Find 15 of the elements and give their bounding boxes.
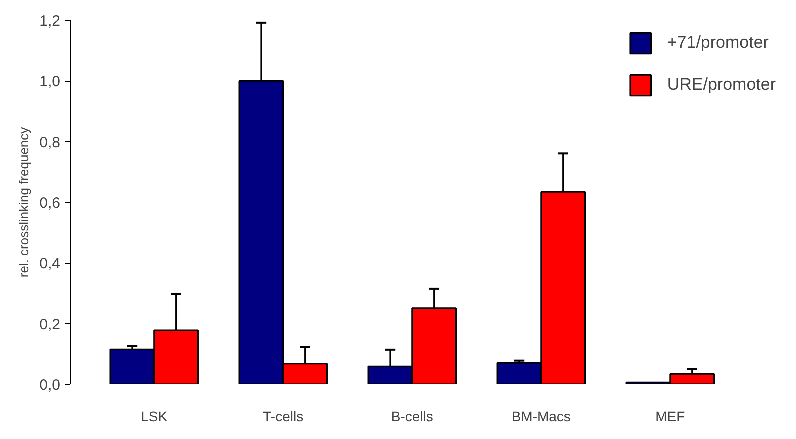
x-tick-label: LSK [141, 408, 168, 424]
x-tick-label: BM-Macs [512, 408, 571, 424]
y-tick-label: 0,8 [40, 134, 61, 152]
y-tick-label: 0,6 [40, 195, 61, 212]
legend-label: URE/promoter [667, 75, 776, 95]
x-tick-label: MEF [656, 408, 686, 424]
x-tick-label: T-cells [263, 408, 304, 424]
legend-label: +71/promoter [667, 33, 769, 53]
y-tick-label: 1,0 [40, 74, 61, 91]
y-tick-label: 1,2 [40, 13, 61, 30]
y-axis-title: rel. crosslinking frequency [16, 126, 32, 278]
y-tick-label: 0,0 [40, 377, 61, 394]
x-tick-label: B-cells [391, 408, 434, 424]
y-tick-label: 0,2 [40, 316, 61, 334]
y-tick-label: 0,4 [40, 256, 61, 273]
